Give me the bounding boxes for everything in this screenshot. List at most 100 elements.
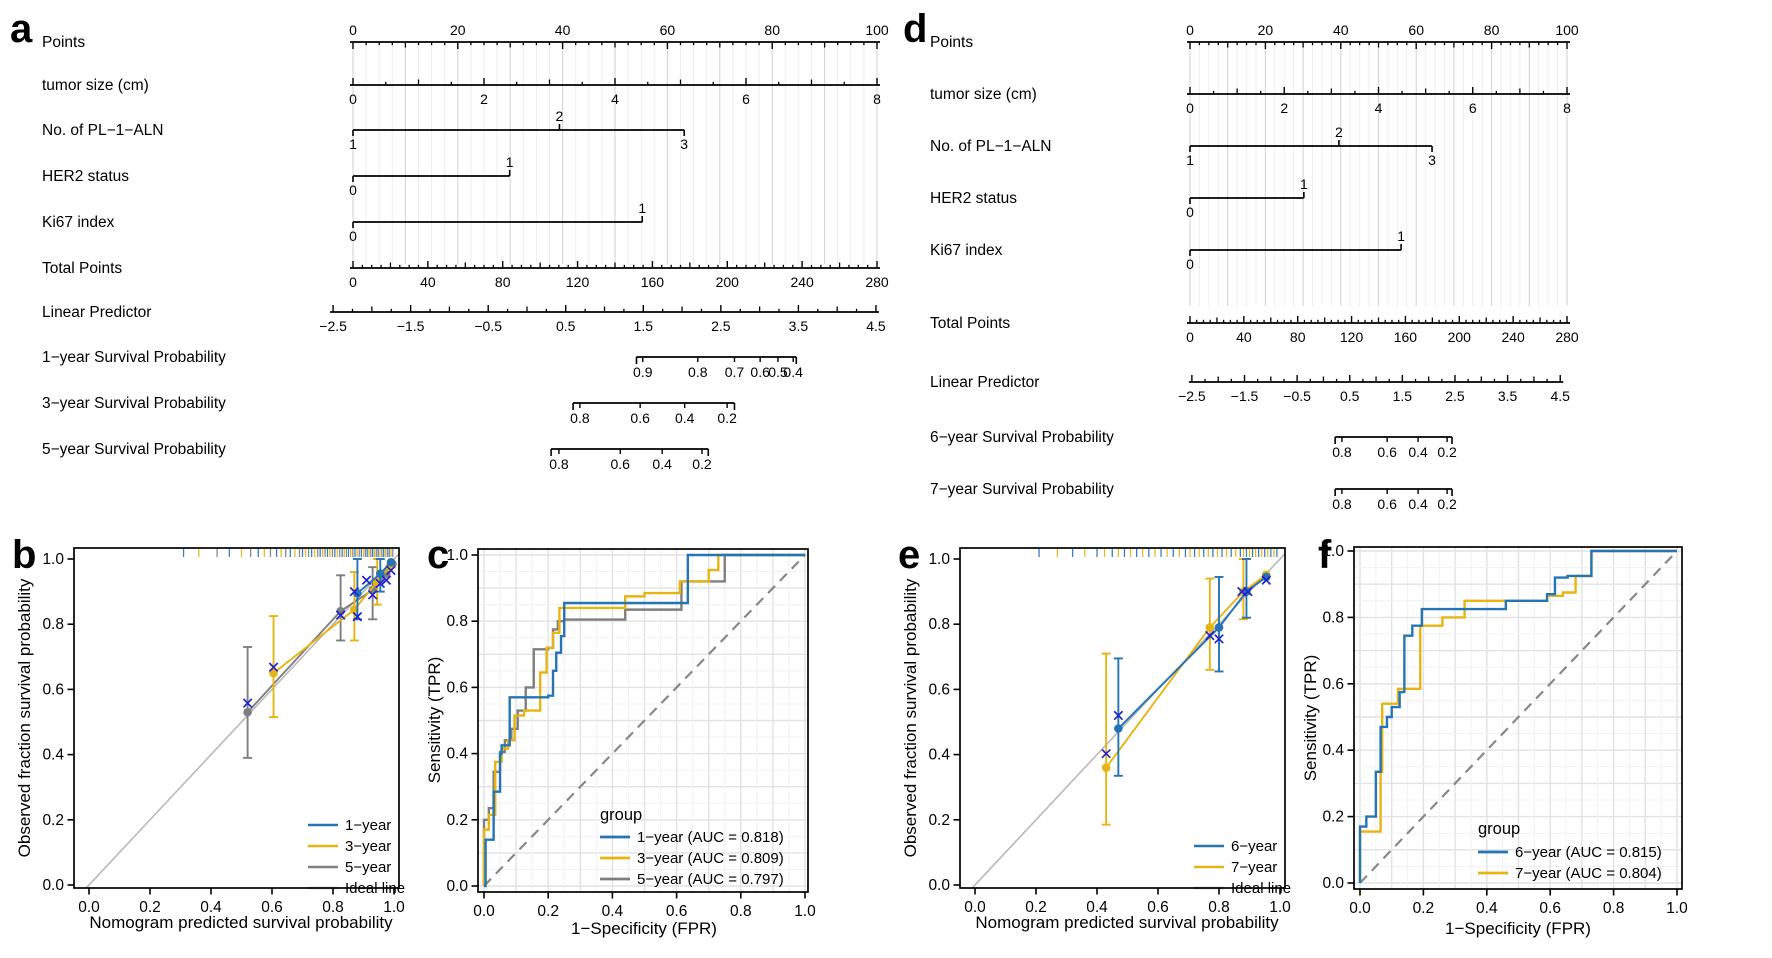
row-label: Total Points <box>930 315 1010 332</box>
tick-label: 2.5 <box>1445 388 1465 404</box>
tick-label: 80 <box>495 274 511 290</box>
tick-label: 0.4 <box>652 456 672 472</box>
legend-label: 6−year <box>1231 838 1277 855</box>
y-tick-label: 0.4 <box>928 747 950 764</box>
x-tick-label: 0.8 <box>730 903 752 920</box>
y-tick-label: 1.0 <box>446 547 468 564</box>
nomogram-row-no-of-pl-1-aln: No. of PL−1−ALN 1 2 3 <box>930 124 1436 168</box>
x-tick-label: 0.6 <box>666 903 688 920</box>
tick-label: 40 <box>420 274 436 290</box>
tick-label: 8 <box>873 91 881 107</box>
nomogram-row-ki67-index: Ki67 index 0 1 <box>42 200 646 244</box>
series-line <box>1105 573 1267 769</box>
tick-label: 0.4 <box>675 410 695 426</box>
series-point <box>353 588 362 598</box>
tick-label: 1 <box>1186 152 1194 168</box>
calibration-series-5−year <box>243 559 397 759</box>
tick-label: 160 <box>641 274 665 290</box>
panel-letter-f: f <box>1318 533 1332 577</box>
series-point <box>1205 623 1215 632</box>
nomogram-row-3-year-survival-probability: 3−year Survival Probability 0.8 0.6 0.4 0.2 <box>42 395 737 426</box>
legend-label: 7−year (AUC = 0.804) <box>1515 865 1662 882</box>
tick-label: 6 <box>742 91 750 107</box>
legend: group 6−year (AUC = 0.815) 7−year (AUC = 0… <box>1478 820 1662 882</box>
plot-border <box>73 547 400 889</box>
panel-f: group 6−year (AUC = 0.815) 7−year (AUC = 0… <box>1301 533 1688 938</box>
series-point <box>382 569 391 578</box>
tick-label: 0 <box>1186 204 1194 220</box>
tick-label: 60 <box>660 22 676 38</box>
x-tick-label: 0.8 <box>1208 899 1230 916</box>
tick-label: 0.6 <box>630 410 650 426</box>
xmark-points <box>1101 575 1272 759</box>
tick-label: 0.4 <box>1408 496 1428 512</box>
series-point <box>269 668 278 678</box>
tick-label: 0.4 <box>1408 444 1428 460</box>
row-label: HER2 status <box>42 168 129 185</box>
panel-letter-e: e <box>898 533 920 577</box>
nomogram-row-her2-status: HER2 status 0 1 <box>930 176 1308 220</box>
nomogram-row-her2-status: HER2 status 0 1 <box>42 154 514 198</box>
roc-curve-1−year <box>484 553 805 888</box>
tick-label: 0.8 <box>570 410 590 426</box>
y-axis-title: Sensitivity (TPR) <box>1301 655 1320 782</box>
tick-label: 4 <box>611 91 619 107</box>
row-label: Total Points <box>42 260 122 277</box>
row-label: Linear Predictor <box>42 304 151 321</box>
y-axis-title: Observed fraction survival probability <box>901 578 920 857</box>
x-tick-label: 0.2 <box>1025 899 1047 916</box>
x-axis-title: Nomogram predicted survival probability <box>89 913 393 932</box>
series-point <box>1242 587 1251 596</box>
tick-label: 120 <box>1340 329 1364 345</box>
tick-label: 0.9 <box>633 364 653 380</box>
tick-label: 0.6 <box>750 364 770 380</box>
x-tick-label: 0.2 <box>139 899 161 916</box>
tick-label: 0.8 <box>1332 496 1352 512</box>
tick-label: 200 <box>716 274 740 290</box>
tick-label: 1.5 <box>1393 388 1413 404</box>
legend-label: 7−year <box>1231 859 1277 876</box>
row-label: tumor size (cm) <box>42 77 149 94</box>
y-tick-label: 0.6 <box>42 681 64 698</box>
y-tick-label: 0.0 <box>1322 875 1344 892</box>
tick-label: 120 <box>566 274 590 290</box>
tick-label: 1 <box>1300 176 1308 192</box>
tick-label: 0 <box>349 274 357 290</box>
tick-label: 0.6 <box>1377 496 1397 512</box>
x-tick-label: 0.8 <box>322 899 344 916</box>
row-label: Linear Predictor <box>930 374 1039 391</box>
series-point <box>1101 763 1111 772</box>
plot-border <box>477 548 809 893</box>
tick-label: 240 <box>790 274 814 290</box>
row-label: HER2 status <box>930 190 1017 207</box>
tick-label: −0.5 <box>474 318 502 334</box>
tick-label: 80 <box>1484 22 1500 38</box>
y-tick-label: 0.8 <box>42 616 64 633</box>
tick-label: 0.2 <box>717 410 737 426</box>
row-label: Ki67 index <box>930 242 1003 259</box>
tick-label: 3.5 <box>789 318 809 334</box>
tick-label: −1.5 <box>1231 388 1259 404</box>
nomogram-row-5-year-survival-probability: 5−year Survival Probability 0.8 0.6 0.4 0.2 <box>42 441 712 472</box>
y-tick-label: 1.0 <box>1322 543 1344 560</box>
legend-label: 3−year (AUC = 0.809) <box>637 850 784 867</box>
row-label: 1−year Survival Probability <box>42 349 226 366</box>
nomogram-grid-icon <box>1189 42 1568 306</box>
row-label: No. of PL−1−ALN <box>930 138 1052 155</box>
tick-label: 0.5 <box>768 364 788 380</box>
tick-label: −0.5 <box>1283 388 1311 404</box>
tick-label: 0 <box>1186 22 1194 38</box>
tick-label: −1.5 <box>397 318 425 334</box>
panel-letter-d: d <box>903 7 927 51</box>
row-label: 5−year Survival Probability <box>42 441 226 458</box>
y-axis-title: Observed fraction survival probability <box>15 578 34 857</box>
tick-label: 3 <box>680 136 688 152</box>
x-axis-title: Nomogram predicted survival probability <box>975 913 1279 932</box>
plot-border <box>959 547 1286 889</box>
panel-letter-b: b <box>12 533 36 577</box>
x-tick-label: 0.8 <box>1603 900 1625 917</box>
row-label: tumor size (cm) <box>930 86 1037 103</box>
y-axis-title: Sensitivity (TPR) <box>425 657 444 784</box>
